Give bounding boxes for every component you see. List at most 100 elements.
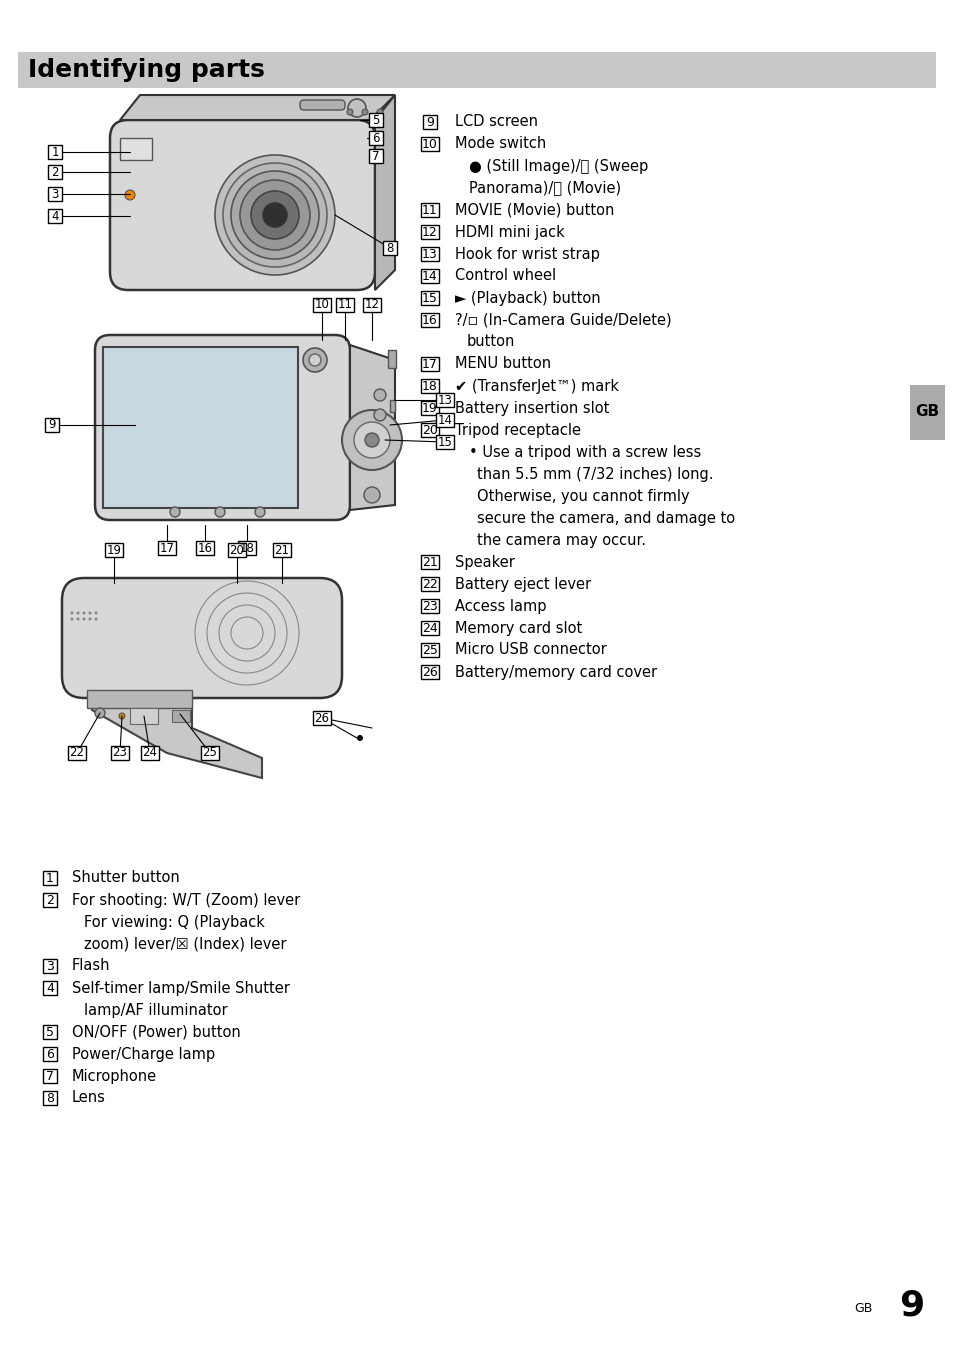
Text: 12: 12 — [421, 226, 437, 238]
Bar — [420, 313, 438, 327]
Bar — [388, 350, 395, 369]
Circle shape — [95, 707, 105, 718]
Text: 9: 9 — [49, 418, 55, 432]
Bar — [909, 385, 944, 440]
Text: 18: 18 — [421, 379, 437, 393]
Circle shape — [341, 410, 401, 469]
Circle shape — [71, 612, 73, 615]
FancyBboxPatch shape — [62, 578, 341, 698]
Text: 7: 7 — [46, 1069, 54, 1083]
Text: 25: 25 — [421, 643, 437, 656]
Bar — [436, 434, 454, 449]
Circle shape — [94, 612, 97, 615]
Text: 19: 19 — [421, 402, 437, 414]
Text: 13: 13 — [421, 247, 437, 261]
Text: 9: 9 — [899, 1289, 923, 1323]
Text: Battery eject lever: Battery eject lever — [455, 577, 591, 592]
Text: GB: GB — [853, 1302, 871, 1315]
Text: LCD screen: LCD screen — [455, 114, 537, 129]
Bar — [273, 543, 291, 557]
Text: Power/Charge lamp: Power/Charge lamp — [71, 1046, 214, 1061]
Text: 1: 1 — [46, 872, 54, 885]
Bar — [420, 577, 438, 590]
Text: 7: 7 — [372, 149, 379, 163]
Bar — [68, 746, 86, 760]
Text: 8: 8 — [46, 1092, 54, 1104]
Bar — [43, 893, 57, 907]
Text: 12: 12 — [364, 299, 379, 312]
Text: Hook for wrist strap: Hook for wrist strap — [455, 246, 599, 261]
Text: 6: 6 — [372, 132, 379, 144]
Text: Otherwise, you cannot firmly: Otherwise, you cannot firmly — [476, 488, 689, 503]
Bar — [43, 1046, 57, 1061]
Text: ?/◽ (In-Camera Guide/Delete): ?/◽ (In-Camera Guide/Delete) — [455, 312, 671, 327]
Bar — [43, 1091, 57, 1106]
Text: For shooting: W/T (Zoom) lever: For shooting: W/T (Zoom) lever — [71, 893, 300, 908]
Text: 5: 5 — [46, 1025, 54, 1038]
Polygon shape — [120, 95, 395, 120]
Circle shape — [82, 617, 86, 620]
Bar — [369, 130, 382, 145]
Bar — [103, 347, 297, 508]
Circle shape — [348, 100, 366, 117]
Text: 15: 15 — [421, 292, 437, 304]
Bar — [48, 208, 62, 223]
Text: 16: 16 — [197, 542, 213, 554]
Text: 21: 21 — [421, 555, 437, 569]
Text: 15: 15 — [437, 436, 452, 448]
Text: 17: 17 — [159, 542, 174, 554]
Bar — [420, 247, 438, 261]
Text: 20: 20 — [230, 543, 244, 557]
Polygon shape — [350, 346, 395, 510]
Text: Battery insertion slot: Battery insertion slot — [455, 401, 609, 416]
Bar — [420, 356, 438, 371]
Circle shape — [71, 617, 73, 620]
Bar — [158, 541, 175, 555]
Circle shape — [376, 109, 382, 116]
Bar — [87, 690, 192, 707]
Text: MOVIE (Movie) button: MOVIE (Movie) button — [455, 203, 614, 218]
Bar — [420, 379, 438, 393]
Bar — [420, 291, 438, 305]
Text: Panorama)/⧉ (Movie): Panorama)/⧉ (Movie) — [469, 180, 620, 195]
Bar — [369, 149, 382, 163]
Text: 26: 26 — [314, 712, 329, 725]
Bar — [43, 959, 57, 972]
Text: Identifying parts: Identifying parts — [28, 58, 265, 82]
Bar — [420, 203, 438, 217]
Text: 10: 10 — [314, 299, 329, 312]
Bar — [120, 139, 152, 160]
FancyBboxPatch shape — [95, 335, 350, 521]
Bar — [420, 664, 438, 679]
Text: 26: 26 — [421, 666, 437, 678]
Text: 13: 13 — [437, 394, 452, 406]
Bar — [382, 241, 396, 256]
Circle shape — [94, 617, 97, 620]
Circle shape — [364, 487, 379, 503]
Bar — [420, 422, 438, 437]
Bar — [420, 599, 438, 613]
Bar — [105, 543, 123, 557]
Text: 3: 3 — [46, 959, 54, 972]
Bar — [228, 543, 246, 557]
Bar — [48, 165, 62, 179]
Text: secure the camera, and damage to: secure the camera, and damage to — [476, 511, 735, 526]
Bar — [43, 1069, 57, 1083]
Text: 23: 23 — [421, 600, 437, 612]
Text: 8: 8 — [386, 242, 394, 254]
Polygon shape — [91, 698, 262, 777]
Circle shape — [347, 109, 353, 116]
Text: button: button — [467, 335, 515, 350]
Bar — [43, 981, 57, 995]
Circle shape — [356, 734, 363, 741]
Bar — [43, 1025, 57, 1038]
Circle shape — [354, 422, 390, 459]
Text: 24: 24 — [142, 746, 157, 760]
Text: 2: 2 — [51, 165, 59, 179]
Bar — [43, 872, 57, 885]
Bar — [436, 393, 454, 408]
Text: 20: 20 — [421, 424, 437, 437]
Text: 18: 18 — [239, 542, 254, 554]
Bar — [420, 137, 438, 151]
Circle shape — [309, 354, 320, 366]
